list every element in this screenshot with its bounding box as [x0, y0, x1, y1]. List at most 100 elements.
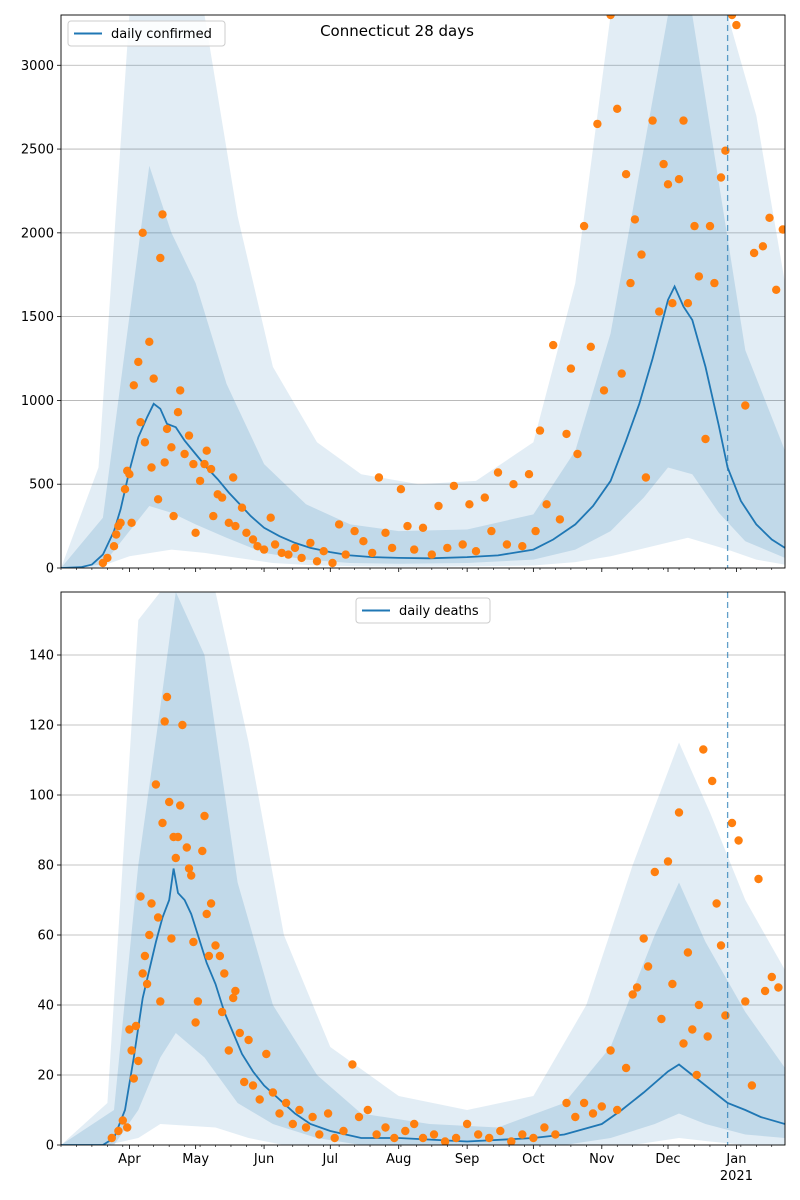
uncertainty-band-inner: [61, 15, 785, 568]
y-tick-label: 1500: [21, 310, 54, 325]
x-tick-label: Jul: [321, 1152, 338, 1167]
data-point: [708, 776, 717, 786]
data-point: [158, 818, 167, 828]
data-point: [191, 528, 200, 537]
data-point: [465, 500, 474, 509]
data-point: [224, 518, 233, 527]
data-point: [767, 972, 776, 982]
data-point: [288, 1119, 297, 1129]
data-point: [103, 553, 112, 563]
y-tick-label: 80: [37, 859, 54, 874]
data-point: [573, 449, 582, 459]
data-point: [705, 221, 715, 231]
data-point: [319, 547, 328, 556]
data-point: [694, 1000, 704, 1010]
data-point: [125, 1025, 134, 1034]
data-point: [699, 745, 708, 754]
data-point: [200, 811, 209, 821]
data-point: [381, 528, 390, 537]
data-point: [140, 438, 150, 447]
data-point: [334, 520, 344, 529]
data-point: [308, 1112, 317, 1122]
data-point: [551, 1130, 560, 1139]
data-point: [774, 983, 783, 992]
y-tick-label: 100: [29, 789, 54, 804]
data-point: [387, 543, 397, 553]
data-point: [231, 986, 240, 996]
data-point: [178, 720, 187, 730]
data-point: [429, 1130, 439, 1139]
data-point: [741, 401, 750, 410]
y-tick-label: 0: [46, 562, 54, 577]
data-point: [173, 832, 183, 842]
data-point: [668, 979, 677, 989]
axes-frame: [60, 591, 786, 1146]
data-point: [663, 857, 673, 866]
data-point: [204, 951, 214, 961]
data-point: [189, 459, 198, 469]
data-point: [151, 780, 161, 789]
data-point: [244, 1035, 253, 1045]
data-point: [323, 1109, 333, 1118]
chart-title: Connecticut 28 days: [320, 22, 474, 40]
data-point: [140, 951, 150, 961]
data-point: [507, 1137, 516, 1145]
data-point: [131, 1021, 141, 1031]
y-tick-label: 1000: [21, 394, 54, 409]
x-tick-label: Nov: [589, 1152, 615, 1167]
y-tick-label: 0: [46, 1139, 54, 1154]
data-point: [613, 1105, 622, 1115]
data-point: [195, 476, 205, 486]
data-point: [496, 1126, 505, 1136]
x-year-label: 2021: [720, 1169, 753, 1184]
legend-box: [67, 20, 226, 47]
data-point: [721, 1011, 730, 1020]
data-point: [462, 1119, 472, 1129]
data-point: [253, 542, 262, 551]
data-point: [381, 1123, 390, 1132]
data-point: [138, 228, 147, 237]
data-point: [368, 548, 377, 558]
x-tick-label: Jun: [253, 1152, 274, 1167]
legend-box: [355, 597, 491, 624]
data-point: [187, 871, 196, 880]
data-point: [449, 481, 459, 491]
data-point: [229, 473, 238, 482]
data-point: [535, 426, 545, 435]
data-point: [149, 374, 158, 383]
plot-area: [61, 592, 785, 1145]
data-point: [690, 221, 699, 231]
uncertainty-band-outer: [61, 592, 785, 1145]
data-point: [760, 986, 770, 996]
data-point: [224, 1046, 233, 1055]
data-point: [118, 1116, 128, 1125]
data-point: [266, 513, 275, 522]
data-point: [641, 473, 651, 482]
data-point: [712, 899, 721, 908]
data-point: [778, 225, 785, 234]
x-tick-label: Dec: [655, 1152, 680, 1167]
data-point: [734, 836, 743, 845]
data-point: [160, 717, 169, 726]
data-point: [189, 937, 198, 947]
data-point: [630, 215, 640, 224]
data-point: [162, 692, 172, 702]
data-point: [229, 993, 238, 1003]
data-point: [348, 1060, 357, 1069]
data-point: [390, 1133, 399, 1143]
data-point: [129, 381, 138, 390]
data-point: [363, 1105, 372, 1115]
data-point: [242, 528, 251, 537]
data-point: [617, 369, 626, 378]
data-point: [628, 990, 637, 999]
data-point: [524, 470, 534, 479]
data-point: [315, 1130, 324, 1139]
y-tick-label: 3000: [21, 59, 54, 74]
data-point: [555, 515, 565, 524]
data-point: [217, 493, 227, 502]
data-point: [277, 548, 286, 558]
data-point: [134, 1056, 143, 1066]
data-point: [549, 340, 558, 350]
data-point: [127, 518, 136, 527]
data-point: [674, 808, 684, 817]
